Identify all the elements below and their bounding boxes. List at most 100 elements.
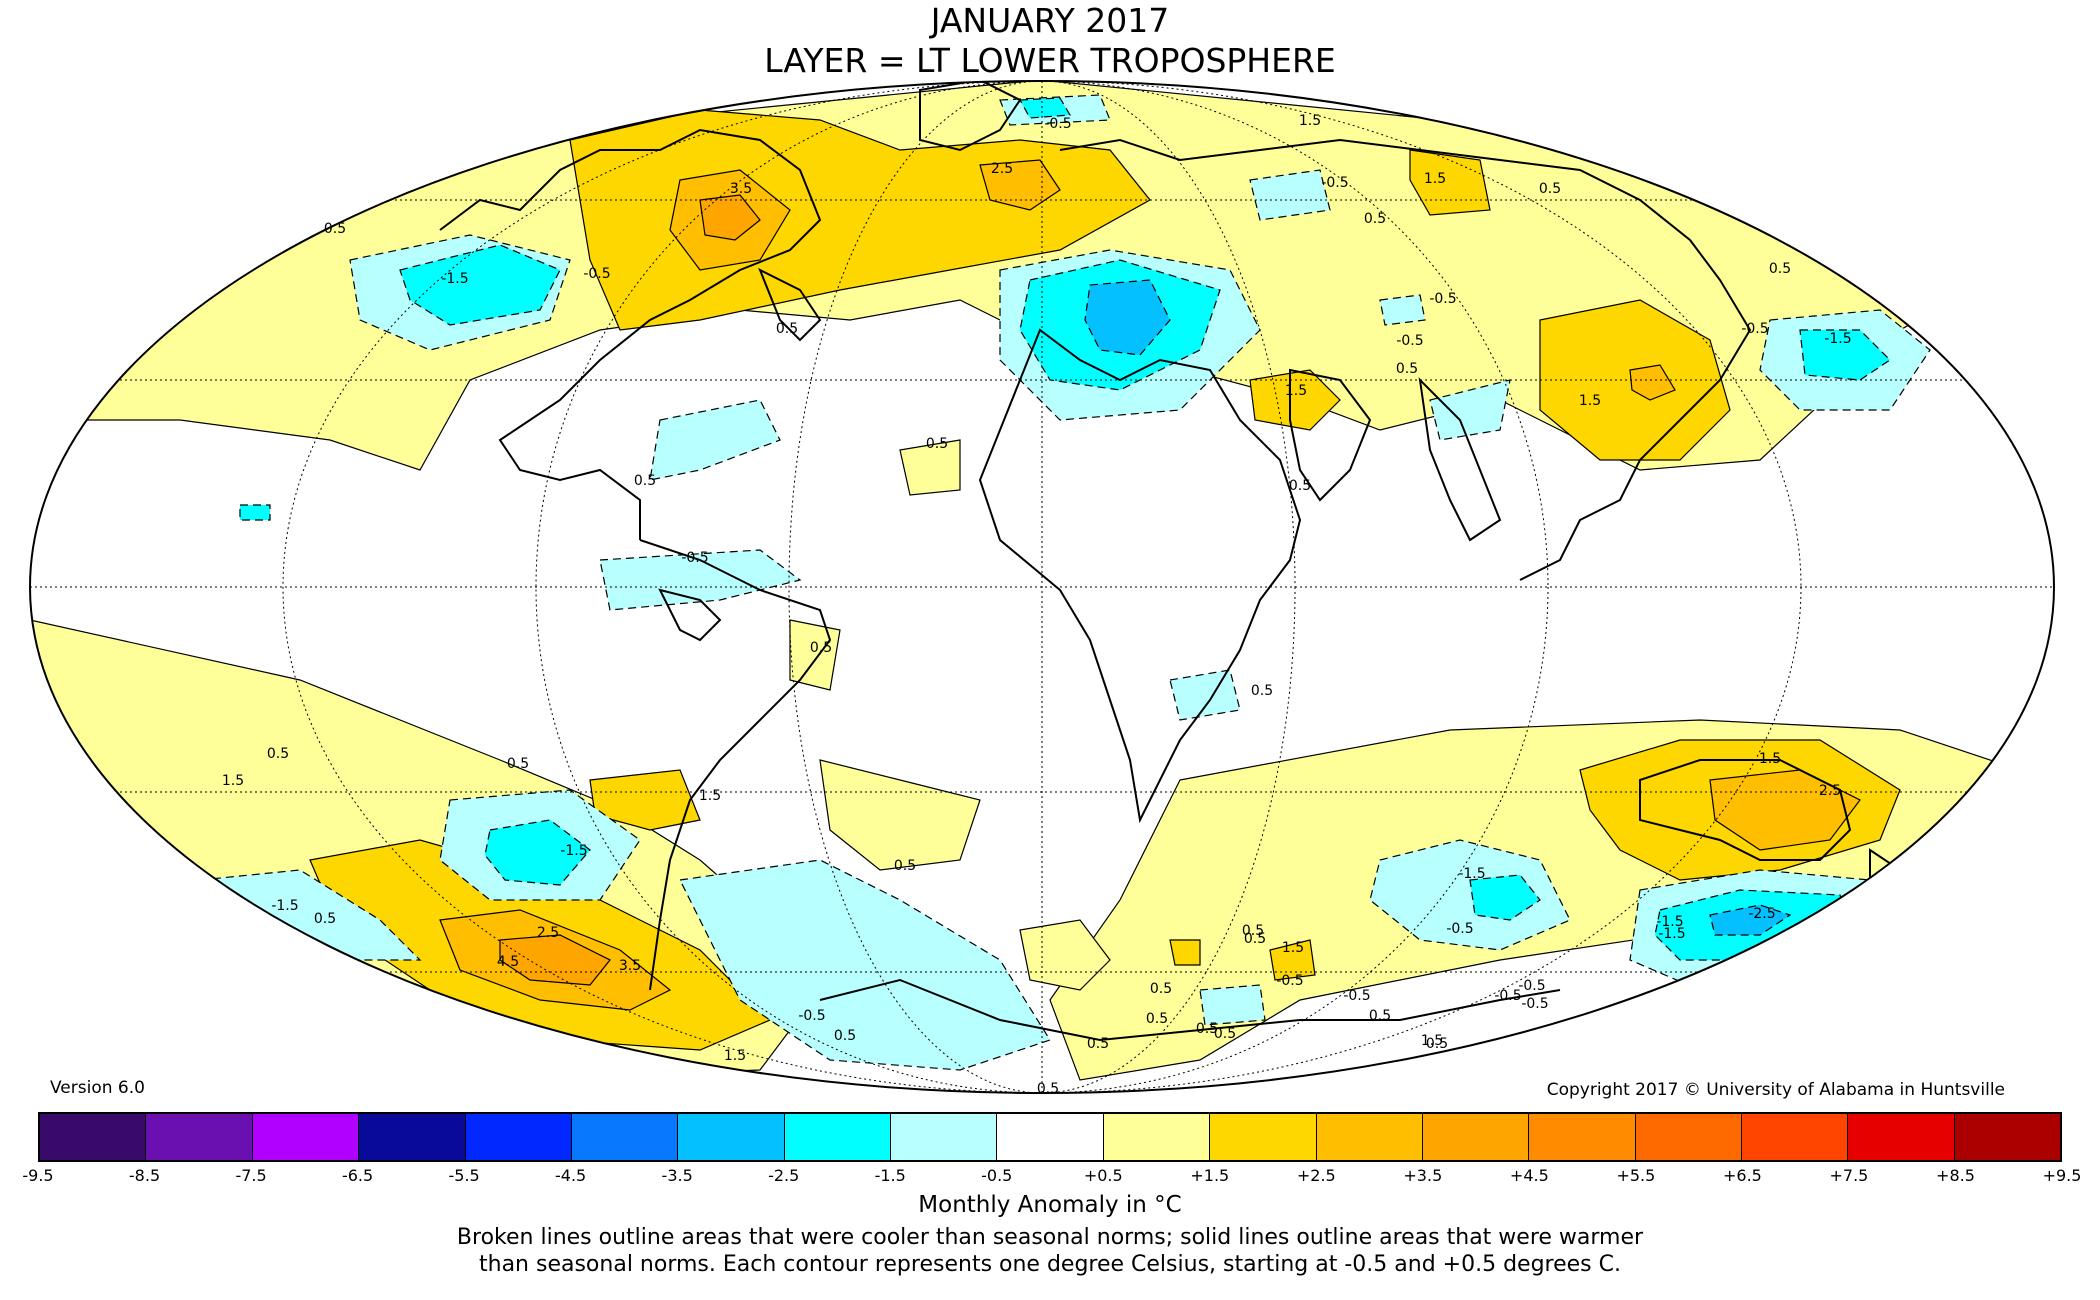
contour-label: 0.5 [1369,1008,1391,1024]
contour-label: -0.5 [583,266,610,282]
legend-title: Monthly Anomaly in °C [918,1192,1182,1218]
color-scale-bar [38,1112,2062,1162]
contour-label: -0.5 [1446,921,1473,937]
color-scale-tick-label: +8.5 [1936,1166,1975,1185]
contour-label: 1.5 [724,1048,746,1064]
color-scale-tick-label: +9.5 [2042,1166,2082,1185]
color-scale-tick-label: -6.5 [341,1166,374,1185]
color-scale-tick-label: +5.5 [1616,1166,1656,1185]
color-scale-tick-label: +6.5 [1722,1166,1762,1185]
contour-label: 2.5 [1819,783,1841,799]
contour-label: 0.5 [1426,1036,1448,1052]
color-scale-segment [465,1114,572,1160]
contour-label: -2.5 [1748,906,1775,922]
color-scale-tick-label: -3.5 [661,1166,693,1185]
color-scale-tick-label: -2.5 [768,1166,800,1185]
contour-label: 1.5 [1282,940,1304,956]
contour-label: 0.5 [1251,683,1273,699]
contour-label: 0.5 [1244,931,1266,947]
contour-label: -1.5 [271,898,298,914]
contour-label: 0.5 [1087,1036,1109,1052]
color-scale-segment [1529,1114,1636,1160]
contour-label: -0.5 [1321,175,1348,191]
contour-label: 0.5 [267,746,289,762]
contour-label: -0.5 [1741,321,1768,337]
contour-label: 1.5 [222,773,244,789]
contour-label: 4.5 [497,954,519,970]
caption-line-2: than seasonal norms. Each contour repres… [479,1252,1621,1277]
color-scale-tick-label: -7.5 [235,1166,267,1185]
color-scale-tick-label: +3.5 [1403,1166,1443,1185]
color-scale-tick-label: +7.5 [1829,1166,1869,1185]
contour-label: -1.5 [1458,866,1485,882]
version-label: Version 6.0 [50,1078,145,1098]
warm-anomaly-3.5-regions [499,194,761,986]
contour-label: 1.5 [1285,383,1307,399]
contour-label: -1.5 [1658,926,1685,942]
coastlines [439,81,1902,1042]
color-scale-segment [40,1114,147,1160]
contour-label: 0.5 [1396,361,1418,377]
contour-label: 0.5 [634,473,656,489]
color-scale-ticks: -9.5 -8.5 -7.5 -6.5 -5.5 -4.5 -3.5 -2.5 -1.5 -0.5… [22,1166,2081,1190]
contour-label: 3.5 [730,181,752,197]
contour-label: -0.5 [1044,116,1071,132]
contour-label: 1.5 [1424,171,1446,187]
contour-label: 0.5 [314,911,336,927]
color-scale-tick-label: +4.5 [1509,1166,1549,1185]
copyright-notice: Copyright 2017 © University of Alabama i… [1546,1080,2005,1100]
color-scale-segment [1103,1114,1211,1160]
map-title: JANUARY 2017 [930,1,1170,40]
contour-label: 2.5 [991,161,1013,177]
contour-label: 0.5 [926,436,948,452]
color-scale-segment [1954,1114,2061,1160]
color-scale-tick-label: -8.5 [128,1166,161,1185]
color-scale-segment [1316,1114,1423,1160]
contour-label: -1.5 [1824,331,1851,347]
contour-label: -0.5 [1521,996,1548,1012]
contour-label: -0.5 [1518,978,1545,994]
color-scale-tick-label: -0.5 [981,1166,1013,1185]
contour-label: 0.5 [1214,1026,1236,1042]
contour-label: -1.5 [441,271,468,287]
contour-label: -1.5 [560,843,587,859]
contour-label: -0.5 [1396,333,1423,349]
color-scale-segment [571,1114,679,1160]
contour-label: 2.5 [537,925,559,941]
contour-label: 1.5 [1299,113,1321,129]
contour-label: 0.5 [1769,261,1791,277]
color-scale-tick-label: +0.5 [1083,1166,1123,1185]
cool-anomaly-2.5-regions [1084,279,1792,936]
layer-subtitle: LAYER = LT LOWER TROPOSPHERE [764,41,1336,80]
color-scale-tick-label: -1.5 [874,1166,906,1185]
contour-label: 0.5 [1150,981,1172,997]
color-scale-tick-label: +1.5 [1190,1166,1230,1185]
contour-label: 1.5 [1421,1033,1443,1049]
contour-label: 1.5 [1579,393,1601,409]
contour-label: 0.5 [1242,923,1264,939]
contour-label: 0.5 [1364,211,1386,227]
contour-label: -0.5 [1429,291,1456,307]
color-scale-segment [1848,1114,1955,1160]
contour-label: -0.5 [681,550,708,566]
contour-label: 0.5 [1196,1021,1218,1037]
color-scale-segment [1635,1114,1742,1160]
contour-label: 0.5 [834,1028,856,1044]
color-scale-tick-label: -4.5 [555,1166,587,1185]
contour-label: 1.5 [1759,751,1781,767]
contour-label: -0.5 [1343,988,1370,1004]
contour-label: 0.5 [810,640,832,656]
contour-label: 0.5 [1289,478,1311,494]
contour-label: -1.5 [1656,914,1683,930]
color-scale-tick-label: -5.5 [448,1166,480,1185]
contour-label: 0.5 [894,858,916,874]
color-scale-segment [997,1114,1104,1160]
color-scale-segment [146,1114,253,1160]
contour-label: -0.5 [1494,988,1521,1004]
contour-label: 0.5 [507,756,529,772]
contour-label: 0.5 [1037,1081,1059,1097]
color-scale-segment [359,1114,466,1160]
contour-label: -0.5 [1276,973,1303,989]
color-scale-segment [1210,1114,1317,1160]
